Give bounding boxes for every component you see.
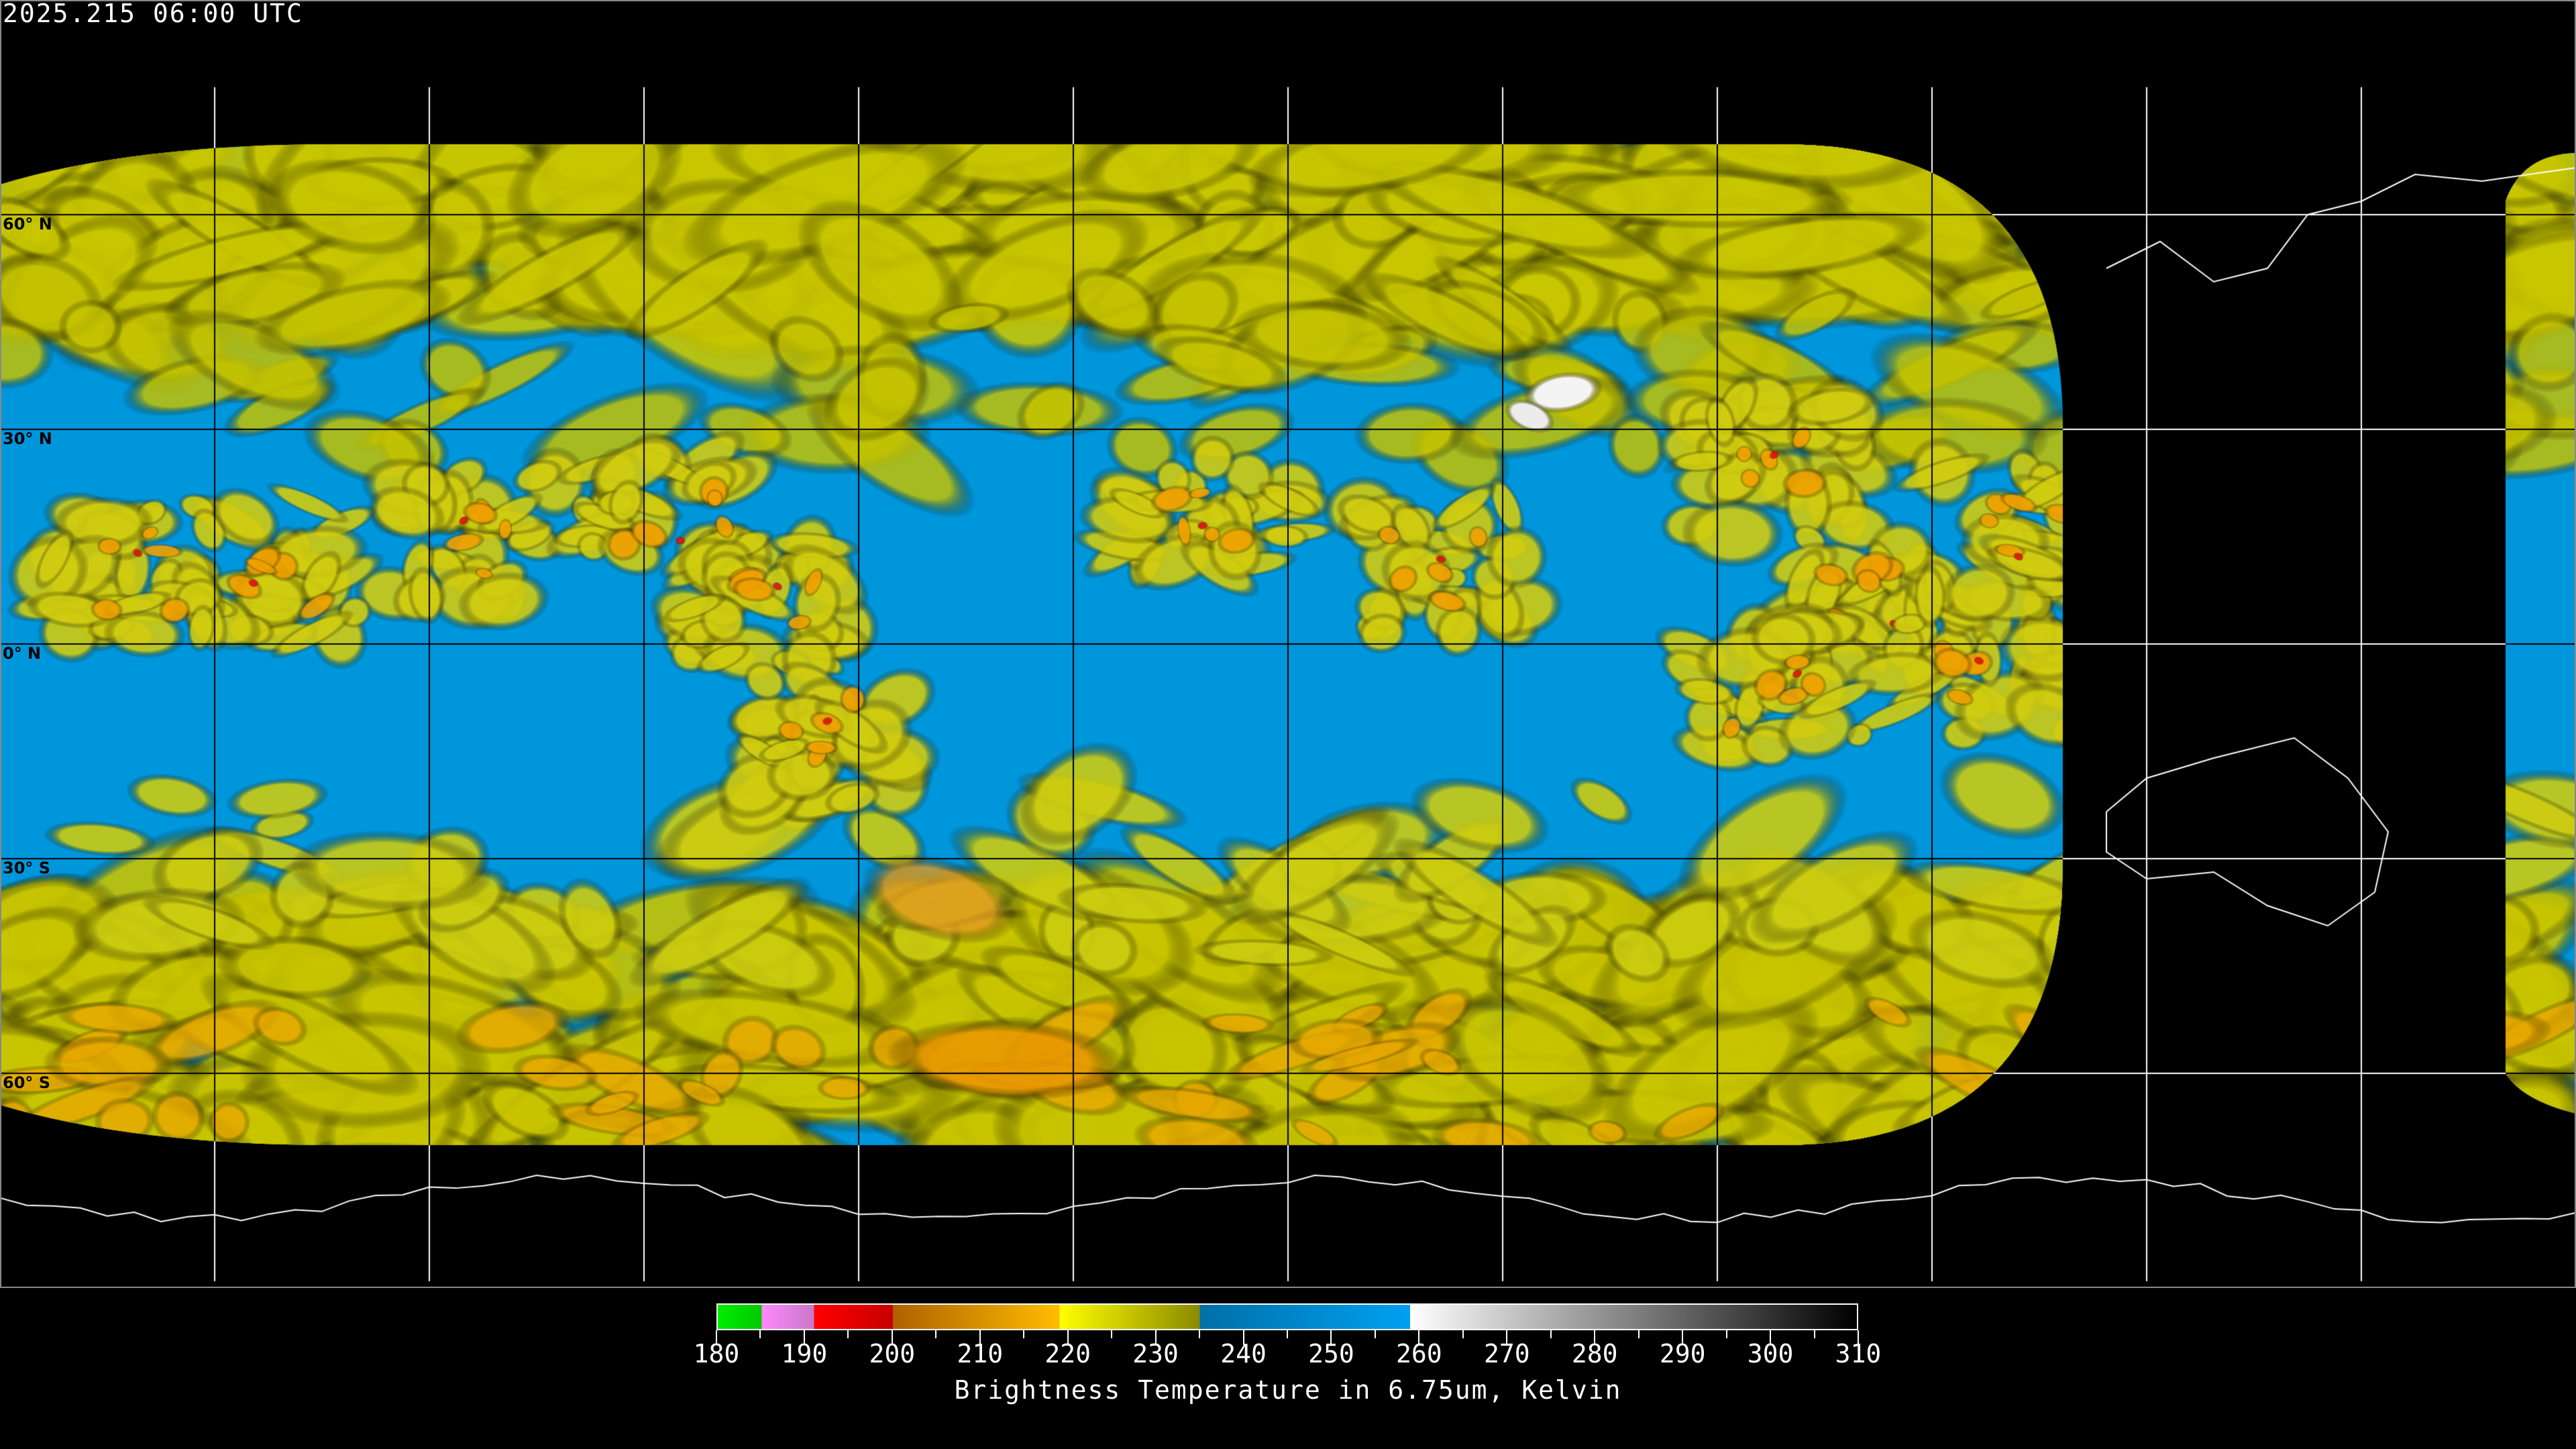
colorbar-tick-label: 250 [1308, 1339, 1354, 1368]
colorbar-tick-label: 220 [1044, 1339, 1091, 1368]
colorbar-tick-label: 290 [1659, 1339, 1706, 1368]
colorbar-major-tick [803, 1330, 805, 1345]
colorbar-minor-tick [1725, 1330, 1727, 1338]
colorbar-tick-label: 280 [1571, 1339, 1618, 1368]
colorbar-minor-tick [1199, 1330, 1201, 1338]
colorbar-tick-label: 240 [1220, 1339, 1267, 1368]
colorbar-major-tick [1155, 1330, 1157, 1345]
colorbar-tick-label: 200 [869, 1339, 916, 1368]
colorbar-major-tick [1067, 1330, 1069, 1345]
colorbar-tick-label: 260 [1396, 1339, 1442, 1368]
colorbar-minor-tick [1023, 1330, 1025, 1338]
colorbar [716, 1303, 1858, 1330]
colorbar-minor-tick [1111, 1330, 1113, 1338]
colorbar-minor-tick [1638, 1330, 1640, 1338]
colorbar-major-tick [979, 1330, 981, 1345]
colorbar-tick-label: 300 [1747, 1339, 1794, 1368]
colorbar-minor-tick [1462, 1330, 1464, 1338]
lat-label-equator: 0° N [3, 644, 42, 663]
colorbar-minor-tick [1374, 1330, 1376, 1338]
colorbar-minor-tick [1550, 1330, 1552, 1338]
colorbar-minor-tick [847, 1330, 849, 1338]
colorbar-major-tick [1506, 1330, 1508, 1345]
colorbar-major-tick [1242, 1330, 1244, 1345]
colorbar-major-tick [1858, 1330, 1859, 1345]
colorbar-minor-tick [1287, 1330, 1288, 1338]
colorbar-tick-label: 210 [957, 1339, 1004, 1368]
colorbar-minor-tick [759, 1330, 761, 1338]
colorbar-major-tick [1330, 1330, 1332, 1345]
lat-label-30s: 30° S [3, 859, 51, 877]
colorbar-major-tick [1418, 1330, 1420, 1345]
colorbar-title: Brightness Temperature in 6.75um, Kelvin [954, 1375, 1622, 1405]
colorbar-tick-label: 230 [1132, 1339, 1179, 1368]
colorbar-major-tick [716, 1330, 717, 1345]
colorbar-tick-label: 310 [1835, 1339, 1882, 1368]
lat-label-60s: 60° S [3, 1073, 51, 1092]
colorbar-major-tick [1594, 1330, 1596, 1345]
colorbar-major-tick [1770, 1330, 1772, 1345]
colorbar-major-tick [1682, 1330, 1684, 1345]
colorbar-minor-tick [1813, 1330, 1815, 1338]
lat-label-30n: 30° N [3, 429, 52, 448]
colorbar-tick-label: 180 [693, 1339, 740, 1368]
timestamp-title: 2025.215 06:00 UTC [3, 0, 303, 28]
colorbar-minor-tick [935, 1330, 937, 1338]
colorbar-tick-label: 270 [1483, 1339, 1530, 1368]
water-vapor-map [0, 0, 2576, 1288]
lat-label-60n: 60° N [3, 215, 52, 233]
colorbar-major-tick [891, 1330, 893, 1345]
colorbar-tick-label: 190 [781, 1339, 828, 1368]
